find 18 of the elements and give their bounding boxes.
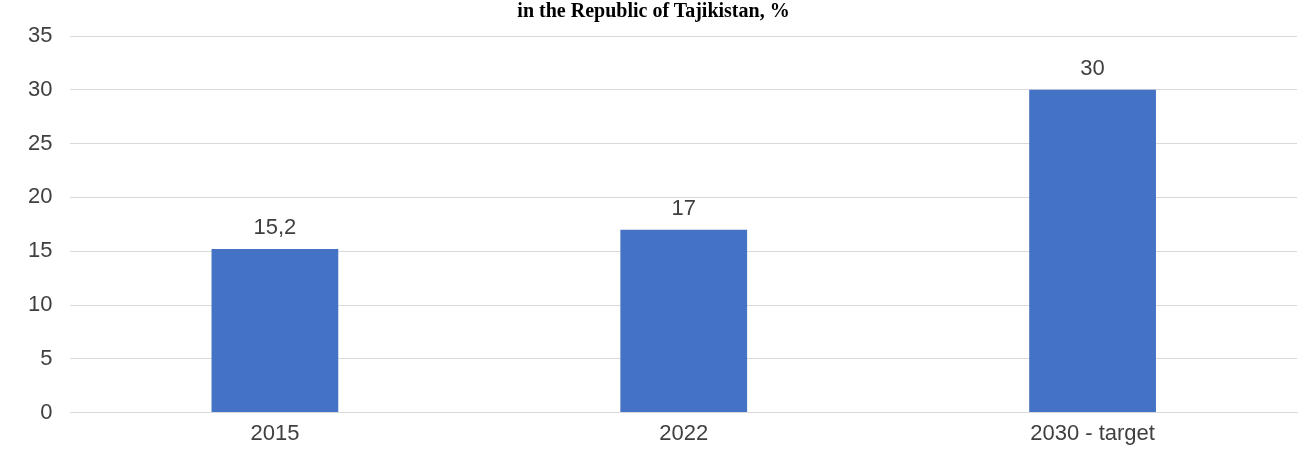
y-tick-label: 25 — [27, 129, 53, 155]
data-label: 15,2 — [253, 214, 297, 240]
bar — [1029, 89, 1156, 413]
x-tick-label: 2022 — [659, 419, 709, 445]
bar — [211, 249, 339, 413]
x-tick-label: 2015 — [250, 419, 300, 445]
y-tick-label: 35 — [27, 22, 53, 48]
y-tick-label: 5 — [40, 344, 53, 370]
bar — [620, 229, 748, 413]
data-label: 30 — [1080, 54, 1105, 80]
y-tick-label: 30 — [27, 75, 53, 101]
y-tick-label: 10 — [27, 291, 53, 317]
y-tick-label: 15 — [27, 237, 53, 263]
y-tick-label: 20 — [27, 183, 53, 209]
chart-title: in the Republic of Tajikistan, % — [517, 0, 790, 23]
x-tick-label: 2030 - target — [1030, 419, 1155, 445]
data-label: 17 — [671, 194, 696, 220]
y-tick-label: 0 — [40, 398, 53, 424]
